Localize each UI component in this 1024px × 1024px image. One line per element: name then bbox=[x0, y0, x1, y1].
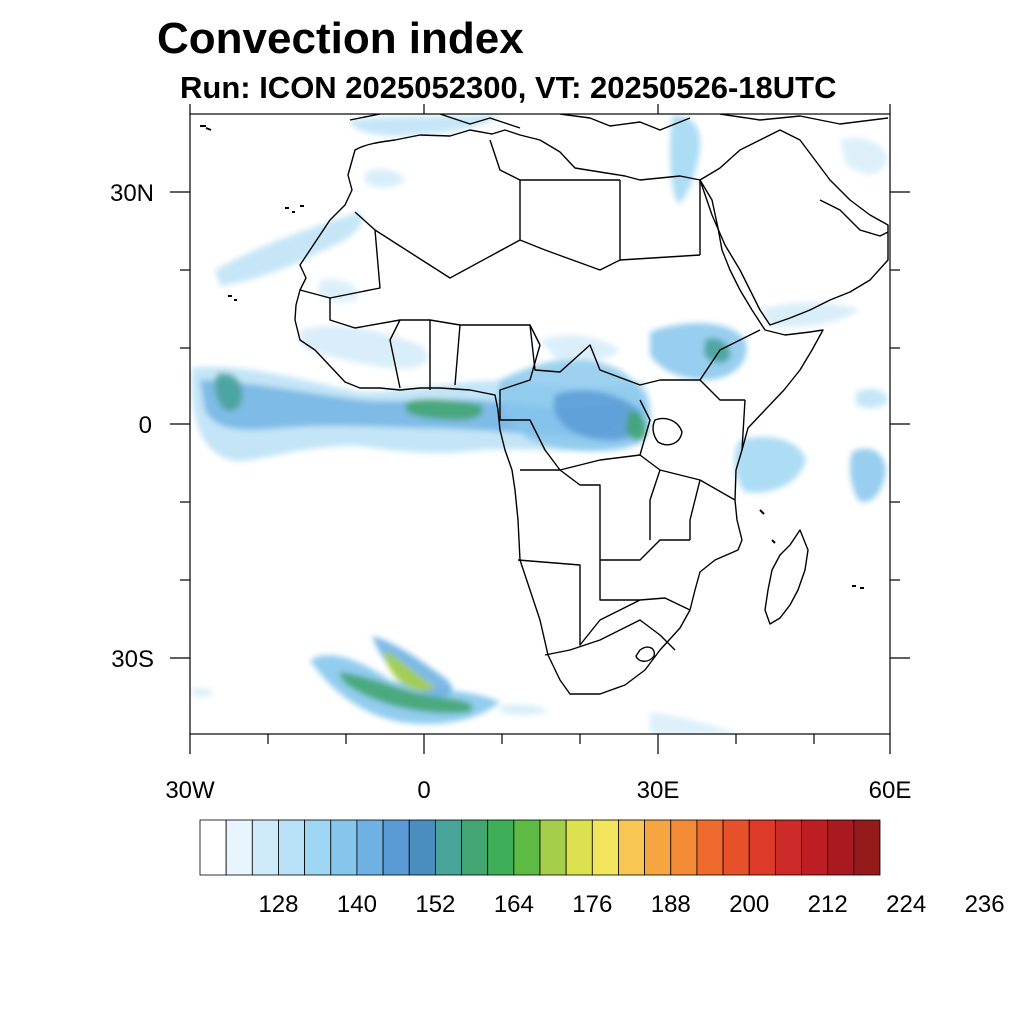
convection-south-atlantic-mid bbox=[339, 672, 473, 714]
y-tick-label: 30N bbox=[110, 180, 154, 207]
colorbar-labels: 128 140 152 164 176 188 200 212 224 236 bbox=[258, 891, 1004, 918]
x-tick-label: 60E bbox=[869, 777, 912, 804]
map-subtitle: Run: ICON 2025052300, VT: 20250526-18UTC bbox=[180, 70, 837, 105]
convection-mauritania bbox=[318, 278, 359, 303]
colorbar-swatch bbox=[304, 819, 332, 876]
colorbar-swatch bbox=[330, 819, 358, 876]
island-marks bbox=[200, 125, 864, 589]
convection-field bbox=[191, 114, 888, 734]
convection-cell-lake-victoria bbox=[626, 411, 647, 441]
y-tick-label: 30S bbox=[111, 646, 154, 673]
colorbar-swatch bbox=[670, 819, 698, 876]
colorbar-label: 188 bbox=[651, 891, 691, 918]
colorbar-swatch bbox=[644, 819, 672, 876]
internal-borders bbox=[299, 139, 761, 656]
colorbar-swatch bbox=[801, 819, 829, 876]
colorbar-swatch bbox=[853, 819, 881, 876]
colorbar-swatch bbox=[382, 819, 410, 876]
persian-gulf-coastline bbox=[819, 199, 889, 237]
convection-arabia bbox=[840, 137, 888, 174]
colorbar-label: 224 bbox=[886, 891, 926, 918]
convection-west-africa bbox=[300, 325, 429, 369]
convection-atlas bbox=[365, 169, 405, 188]
convection-southern-edge bbox=[650, 712, 740, 734]
x-tick-label: 30E bbox=[637, 777, 680, 804]
europe-coastline bbox=[349, 114, 889, 131]
colorbar-swatch bbox=[696, 819, 724, 876]
colorbar-label: 164 bbox=[494, 891, 534, 918]
convection-congo-core bbox=[553, 390, 643, 441]
convection-horn bbox=[760, 302, 860, 328]
colorbar-swatch bbox=[225, 819, 253, 876]
arabia-coastline bbox=[699, 129, 889, 326]
colorbar-swatch bbox=[591, 819, 619, 876]
colorbar-swatch bbox=[722, 819, 750, 876]
colorbar-swatch bbox=[774, 819, 802, 876]
colorbar-swatch bbox=[748, 819, 776, 876]
colorbar-swatch bbox=[356, 819, 384, 876]
convection-cell-gulf-guinea bbox=[406, 398, 484, 420]
colorbar-label: 212 bbox=[808, 891, 848, 918]
colorbar-swatch bbox=[827, 819, 855, 876]
colorbar-label: 200 bbox=[729, 891, 769, 918]
colorbar-swatch bbox=[278, 819, 306, 876]
colorbar-swatch bbox=[513, 819, 541, 876]
madagascar-coastline bbox=[764, 529, 809, 625]
colorbar-label: 140 bbox=[337, 891, 377, 918]
colorbar-swatch bbox=[618, 819, 646, 876]
lake-victoria bbox=[652, 417, 683, 446]
convection-mediterranean bbox=[350, 114, 500, 136]
y-tick-label: 0 bbox=[139, 412, 152, 439]
colorbar-swatch bbox=[251, 819, 279, 876]
x-tick-label: 30W bbox=[165, 777, 215, 804]
convection-sw-edge bbox=[192, 687, 214, 697]
convection-ethiopia bbox=[650, 323, 747, 380]
colorbar-label: 152 bbox=[415, 891, 455, 918]
convection-mascarene bbox=[850, 448, 886, 503]
colorbar-swatch bbox=[434, 819, 462, 876]
colorbar-swatch bbox=[408, 819, 436, 876]
africa-coastline bbox=[294, 129, 824, 695]
colorbar-label: 236 bbox=[965, 891, 1005, 918]
colorbar-swatch bbox=[199, 819, 227, 876]
map-title: Convection index bbox=[157, 14, 524, 63]
colorbar-swatch bbox=[539, 819, 567, 876]
convection-madagascar-ne bbox=[734, 436, 806, 493]
convection-south-atlantic-core bbox=[384, 650, 436, 691]
colorbar-swatch bbox=[487, 819, 515, 876]
axis-ticks bbox=[170, 104, 910, 754]
country-borders bbox=[200, 114, 889, 695]
convection-south-tail bbox=[500, 704, 548, 715]
colorbar-label: 176 bbox=[572, 891, 612, 918]
x-tick-label: 0 bbox=[417, 777, 430, 804]
convection-sahel bbox=[540, 335, 620, 361]
lesotho-border bbox=[635, 646, 655, 662]
convection-east-indian bbox=[856, 388, 888, 409]
colorbar-swatch bbox=[565, 819, 593, 876]
convection-nw-band bbox=[215, 212, 363, 286]
colorbar bbox=[199, 819, 881, 876]
convection-south-atlantic-plume bbox=[372, 636, 453, 697]
convection-cell-atlantic bbox=[214, 373, 243, 412]
convection-ethiopia-core bbox=[704, 338, 731, 363]
colorbar-swatch bbox=[461, 819, 489, 876]
colorbar-label: 128 bbox=[258, 891, 298, 918]
convection-levant bbox=[670, 115, 701, 204]
